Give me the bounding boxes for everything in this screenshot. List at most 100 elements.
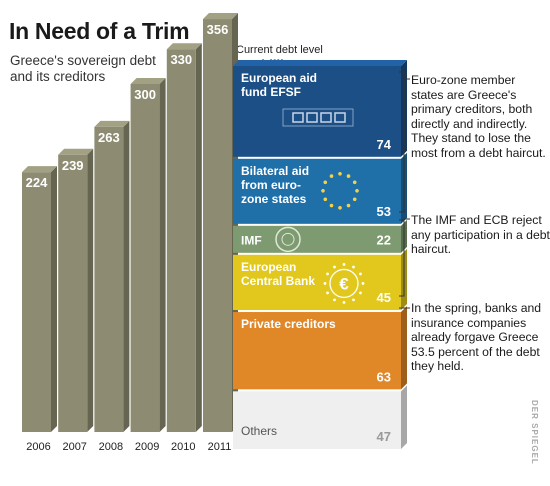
euro-star [352, 265, 355, 269]
creditor-label: Private creditors [241, 317, 336, 331]
euro-symbol: € [339, 274, 349, 293]
year-bar [94, 126, 124, 433]
creditor-segment [233, 66, 401, 157]
euro-icon: € [323, 263, 365, 304]
eu-star [329, 174, 334, 178]
eu-star [346, 203, 351, 208]
euro-star [352, 298, 355, 302]
year-bar-side [123, 120, 130, 433]
year-bar [58, 154, 88, 432]
annotation-brackets [399, 71, 410, 309]
euro-star [359, 291, 362, 295]
year-bar [203, 19, 232, 432]
eu-star [323, 197, 328, 202]
euro-star [342, 263, 346, 266]
year-bar-value: 300 [134, 87, 156, 102]
creditor-label: fund EFSF [241, 85, 301, 99]
creditor-label: European aid [241, 71, 317, 85]
eu-star [352, 180, 357, 185]
euro-star [361, 282, 365, 285]
eu-star [338, 205, 342, 210]
year-tick-label: 2008 [99, 441, 123, 453]
imf-seal-inner [281, 232, 295, 246]
eu-star [329, 203, 334, 208]
year-bar-side [195, 43, 202, 432]
eu-star [352, 197, 357, 202]
creditor-value: 53 [377, 204, 391, 219]
efsf-logo [282, 108, 354, 127]
bracket-line [399, 71, 405, 213]
creditor-label: IMF [241, 233, 262, 247]
creditor-value: 74 [377, 137, 392, 152]
year-tick-label: 2009 [135, 441, 159, 453]
efsf-logo-letter [320, 112, 332, 123]
creditor-segment [233, 254, 401, 311]
creditor-label: Others [241, 424, 277, 438]
efsf-logo-frame [282, 108, 354, 127]
bracket-line [399, 219, 405, 297]
eu-star [346, 174, 351, 178]
euro-ring [329, 268, 359, 299]
creditor-value: 47 [377, 429, 391, 444]
creditor-segment [233, 312, 401, 390]
year-bar [130, 84, 160, 432]
efsf-logo-letter [292, 112, 304, 123]
creditor-label: Bilateral aid [241, 164, 309, 178]
year-tick-label: 2007 [62, 441, 86, 453]
eu-star [321, 188, 325, 193]
creditor-label: from euro- [241, 178, 301, 192]
year-bar-value: 330 [170, 52, 192, 67]
year-bar-top [203, 13, 238, 20]
year-tick-label: 2006 [26, 441, 50, 453]
euro-star [333, 265, 336, 269]
efsf-logo-letter [334, 112, 346, 123]
euro-star [359, 272, 362, 276]
creditor-label: zone states [241, 192, 307, 206]
annotation-private: In the spring, banks and insurance compa… [411, 301, 542, 373]
chart-subtitle-line1: Greece's sovereign debt [10, 53, 156, 68]
year-bar-value: 356 [207, 22, 229, 37]
year-bar [22, 172, 51, 432]
eu-star [355, 188, 359, 193]
year-bar-side [51, 166, 57, 432]
year-bar [166, 49, 196, 432]
creditor-value: 63 [377, 369, 391, 384]
annotation-imf-ecb: The IMF and ECB reject any participation… [411, 213, 550, 256]
chart-subtitle-line2: and its creditors [10, 69, 106, 84]
year-bar-top [166, 43, 202, 50]
eu-star [338, 171, 342, 176]
year-tick-label: 2011 [208, 441, 232, 453]
creditor-value: 45 [377, 290, 391, 305]
year-tick-label: 2010 [171, 441, 195, 453]
credit-watermark: DER SPIEGEL [530, 400, 539, 465]
annotation-eurozone: Euro-zone member states are Greece's pri… [411, 73, 546, 160]
creditor-label: European [241, 260, 296, 274]
year-bar-side [159, 78, 166, 432]
year-bar-value: 263 [98, 130, 120, 145]
euro-star [342, 301, 346, 304]
creditor-segment [233, 225, 401, 253]
creditor-segment [233, 391, 401, 450]
imf-seal-ring [275, 226, 301, 253]
euro-star [323, 282, 327, 285]
euro-star [326, 272, 329, 276]
creditor-segment [233, 158, 401, 224]
chart-title: In Need of a Trim [9, 18, 190, 44]
debt-level-caption: Current debt level [236, 44, 323, 56]
creditor-label: Central Bank [241, 274, 315, 288]
year-bar-top [22, 166, 57, 173]
creditor-segment-side [401, 306, 407, 390]
year-bar-side [87, 148, 94, 432]
efsf-logo-letter [306, 112, 318, 123]
year-bar-top [94, 120, 130, 127]
euro-star [333, 298, 336, 302]
year-bar-value: 224 [26, 175, 48, 190]
year-bar-top [58, 148, 94, 155]
year-bars-group: 224 2006 239 2007 263 2008 300 2009 330 2010 356 20… [22, 13, 238, 453]
creditor-segment-side [401, 385, 407, 450]
eu-stars-icon [321, 171, 359, 210]
creditor-value: 22 [377, 232, 391, 247]
imf-seal-icon [275, 226, 301, 253]
